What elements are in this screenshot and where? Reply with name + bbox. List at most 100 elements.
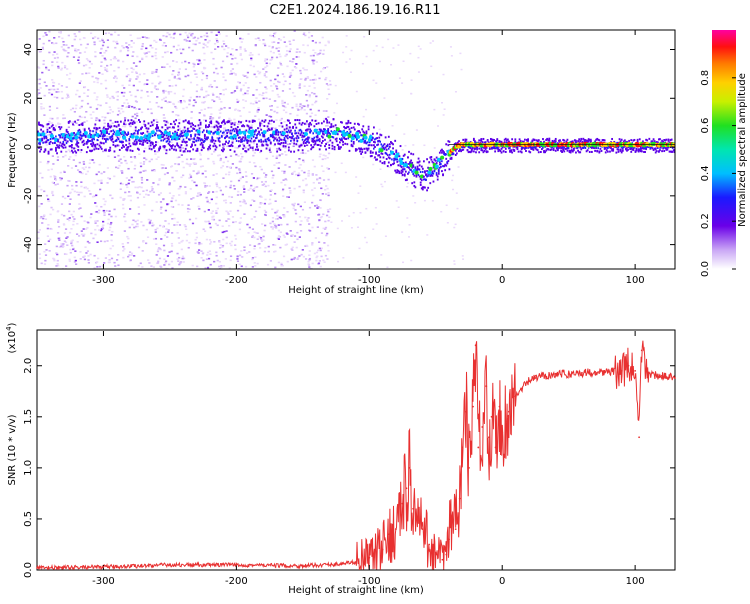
noise-cell [336, 102, 339, 105]
ridge-cell [279, 138, 282, 141]
ridge-cell [415, 174, 418, 177]
noise-cell [195, 172, 199, 175]
noise-cell [291, 246, 294, 249]
noise-cell [239, 37, 242, 40]
ridge-cell [320, 141, 323, 144]
noise-cell [202, 42, 205, 45]
noise-cell [159, 248, 162, 251]
ridge-cell [159, 145, 162, 148]
noise-cell [47, 200, 50, 202]
ridge-cell [367, 144, 370, 147]
ridge-cell [105, 139, 107, 142]
noise-cell [53, 51, 56, 53]
ridge-cell [37, 130, 39, 133]
noise-cell [43, 190, 46, 193]
noise-cell [83, 86, 87, 88]
noise-cell [278, 46, 281, 49]
noise-cell [93, 125, 97, 128]
noise-cell [113, 156, 117, 158]
noise-cell [145, 47, 148, 50]
noise-cell [307, 172, 311, 175]
ridge-cell [156, 127, 158, 130]
noise-cell [162, 117, 165, 119]
ridge-cell [407, 172, 409, 175]
noise-cell [190, 117, 193, 119]
ridge-cell [62, 143, 65, 146]
noise-cell [271, 56, 274, 59]
noise-cell [76, 222, 79, 225]
ridge-cell [80, 134, 83, 137]
ridge-cell [262, 140, 265, 143]
noise-cell [298, 185, 301, 188]
ridge-cell [165, 120, 168, 123]
noise-cell [207, 257, 211, 260]
ridge-cell [214, 148, 217, 151]
ridge-cell [493, 139, 495, 142]
noise-cell [130, 176, 133, 179]
noise-cell [262, 97, 265, 100]
noise-cell [207, 106, 210, 109]
noise-cell [204, 185, 207, 187]
spectrogram-ridge [37, 117, 675, 192]
noise-cell [67, 95, 70, 98]
noise-cell [120, 91, 124, 94]
noise-cell [70, 213, 73, 216]
noise-cell [128, 80, 131, 82]
noise-cell [92, 132, 95, 135]
ridge-cell [543, 151, 545, 154]
noise-cell [274, 200, 277, 202]
ridge-cell [75, 151, 78, 154]
noise-cell [226, 145, 229, 148]
ridge-cell [61, 142, 64, 145]
noise-cell [362, 115, 365, 118]
noise-cell [89, 253, 92, 256]
noise-cell [278, 95, 281, 98]
noise-cell [242, 106, 245, 109]
ridge-cell [245, 129, 248, 132]
noise-cell [258, 127, 261, 129]
ridge-cell [195, 139, 198, 142]
noise-cell [259, 203, 262, 205]
noise-cell [314, 78, 317, 81]
noise-cell [48, 120, 51, 123]
noise-cell [295, 246, 298, 249]
noise-cell [87, 255, 90, 257]
ridge-cell [291, 137, 293, 140]
ridge-cell [525, 149, 527, 152]
noise-cell [312, 54, 315, 57]
noise-cell [206, 251, 210, 254]
ridge-cell [462, 145, 464, 148]
noise-cell [219, 189, 222, 192]
ridge-cell [48, 126, 51, 129]
noise-cell [320, 247, 323, 250]
noise-cell [176, 252, 179, 255]
noise-cell [200, 242, 203, 245]
ridge-cell [343, 136, 346, 139]
ridge-cell [391, 158, 393, 161]
noise-cell [200, 109, 203, 111]
noise-cell [224, 45, 228, 47]
ridge-hot-cell [242, 130, 247, 135]
noise-cell [168, 251, 171, 253]
noise-cell [181, 147, 184, 149]
ridge-cell [392, 147, 394, 150]
ridge-cell [242, 124, 245, 127]
noise-cell [280, 262, 283, 265]
noise-cell [102, 220, 105, 223]
noise-cell [306, 219, 309, 221]
noise-cell [74, 35, 77, 38]
ridge-cell [102, 133, 105, 136]
ridge-cell [354, 136, 357, 139]
ridge-cell [437, 169, 440, 172]
ridge-cell [299, 128, 302, 131]
noise-cell [168, 263, 171, 266]
noise-cell [89, 113, 92, 116]
noise-cell [255, 97, 258, 99]
noise-cell [271, 177, 274, 179]
noise-cell [297, 174, 300, 177]
noise-cell [308, 254, 311, 257]
ridge-cell [268, 149, 271, 152]
noise-cell [169, 101, 172, 104]
noise-cell [146, 79, 149, 81]
noise-cell [137, 264, 140, 267]
